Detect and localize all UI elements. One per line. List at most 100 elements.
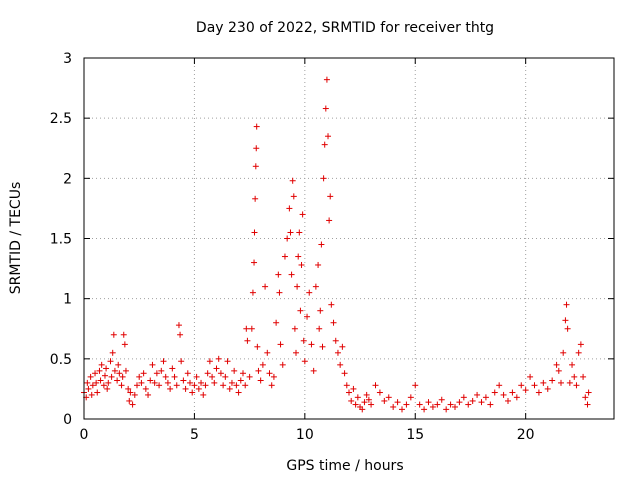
data-point bbox=[522, 387, 529, 394]
data-point bbox=[321, 141, 328, 148]
data-point bbox=[571, 373, 578, 380]
data-point bbox=[312, 283, 319, 290]
data-point bbox=[103, 365, 110, 372]
data-point bbox=[189, 389, 196, 396]
data-point bbox=[496, 382, 503, 389]
data-point bbox=[575, 349, 582, 356]
data-point bbox=[98, 361, 105, 368]
data-point bbox=[376, 389, 383, 396]
data-point bbox=[465, 401, 472, 408]
data-point bbox=[322, 105, 329, 112]
data-point bbox=[540, 379, 547, 386]
data-point bbox=[549, 377, 556, 384]
data-point bbox=[350, 385, 357, 392]
data-point bbox=[273, 319, 280, 326]
data-point bbox=[394, 399, 401, 406]
data-point bbox=[505, 397, 511, 404]
data-point bbox=[115, 361, 122, 368]
data-point bbox=[213, 365, 220, 372]
data-point bbox=[220, 382, 227, 389]
y-tick-label: 0.5 bbox=[50, 352, 72, 368]
data-point bbox=[447, 401, 454, 408]
data-point bbox=[149, 361, 156, 368]
data-point bbox=[136, 373, 143, 380]
data-point bbox=[251, 229, 258, 236]
data-point bbox=[328, 301, 335, 308]
data-point bbox=[323, 76, 330, 83]
data-point bbox=[129, 401, 136, 408]
data-point bbox=[116, 370, 123, 377]
data-point bbox=[248, 325, 255, 332]
data-point bbox=[120, 331, 127, 338]
data-point bbox=[560, 349, 567, 356]
data-point bbox=[573, 382, 580, 389]
data-point bbox=[97, 377, 104, 384]
data-point bbox=[326, 217, 333, 224]
data-point bbox=[252, 195, 259, 202]
data-point bbox=[286, 205, 293, 212]
data-point bbox=[319, 343, 326, 350]
data-point bbox=[270, 373, 277, 380]
data-point bbox=[175, 322, 182, 329]
data-point bbox=[316, 325, 323, 332]
data-point bbox=[134, 382, 140, 389]
data-point bbox=[518, 382, 525, 389]
data-point bbox=[264, 349, 271, 356]
data-point bbox=[291, 325, 298, 332]
data-point bbox=[277, 341, 284, 348]
data-point bbox=[452, 403, 458, 410]
data-point bbox=[96, 367, 103, 374]
data-point bbox=[259, 361, 266, 368]
data-point bbox=[381, 397, 388, 404]
data-point bbox=[105, 379, 112, 386]
data-point bbox=[147, 377, 154, 384]
data-point bbox=[289, 177, 296, 184]
data-point bbox=[341, 370, 348, 377]
data-point bbox=[145, 391, 152, 398]
plot-frame bbox=[83, 57, 615, 420]
y-tick-label: 0 bbox=[63, 412, 72, 428]
data-point bbox=[308, 341, 315, 348]
grid-lines bbox=[84, 58, 614, 419]
data-point bbox=[209, 373, 216, 380]
data-point bbox=[421, 406, 428, 413]
data-point bbox=[244, 337, 251, 344]
data-point bbox=[114, 377, 121, 384]
data-point bbox=[327, 193, 334, 200]
data-point bbox=[577, 341, 584, 348]
data-point bbox=[531, 382, 538, 389]
data-point bbox=[535, 389, 542, 396]
x-tick-label: 10 bbox=[296, 427, 314, 443]
data-point bbox=[242, 382, 249, 389]
data-point bbox=[300, 337, 307, 344]
data-point bbox=[217, 370, 224, 377]
data-point bbox=[127, 389, 134, 396]
data-point bbox=[193, 373, 200, 380]
data-point bbox=[121, 341, 128, 348]
data-point bbox=[306, 289, 313, 296]
x-tick-label: 0 bbox=[80, 427, 89, 443]
data-point bbox=[585, 389, 592, 396]
data-point bbox=[288, 271, 295, 278]
data-point bbox=[94, 389, 101, 396]
data-point bbox=[237, 377, 244, 384]
y-tick-label: 1.5 bbox=[50, 232, 72, 248]
data-point bbox=[251, 259, 258, 266]
data-point bbox=[372, 382, 379, 389]
data-point bbox=[151, 379, 158, 386]
data-point bbox=[491, 389, 498, 396]
data-point bbox=[235, 389, 242, 396]
data-point bbox=[456, 399, 463, 406]
data-point bbox=[226, 385, 233, 392]
data-point bbox=[320, 175, 327, 182]
data-point bbox=[257, 377, 264, 384]
data-point bbox=[425, 399, 432, 406]
data-point bbox=[368, 401, 375, 408]
data-point bbox=[88, 391, 95, 398]
data-point bbox=[478, 399, 485, 406]
data-point bbox=[295, 253, 302, 260]
data-point bbox=[474, 391, 481, 398]
data-point bbox=[262, 283, 269, 290]
data-point bbox=[153, 370, 160, 377]
data-point bbox=[318, 241, 325, 248]
